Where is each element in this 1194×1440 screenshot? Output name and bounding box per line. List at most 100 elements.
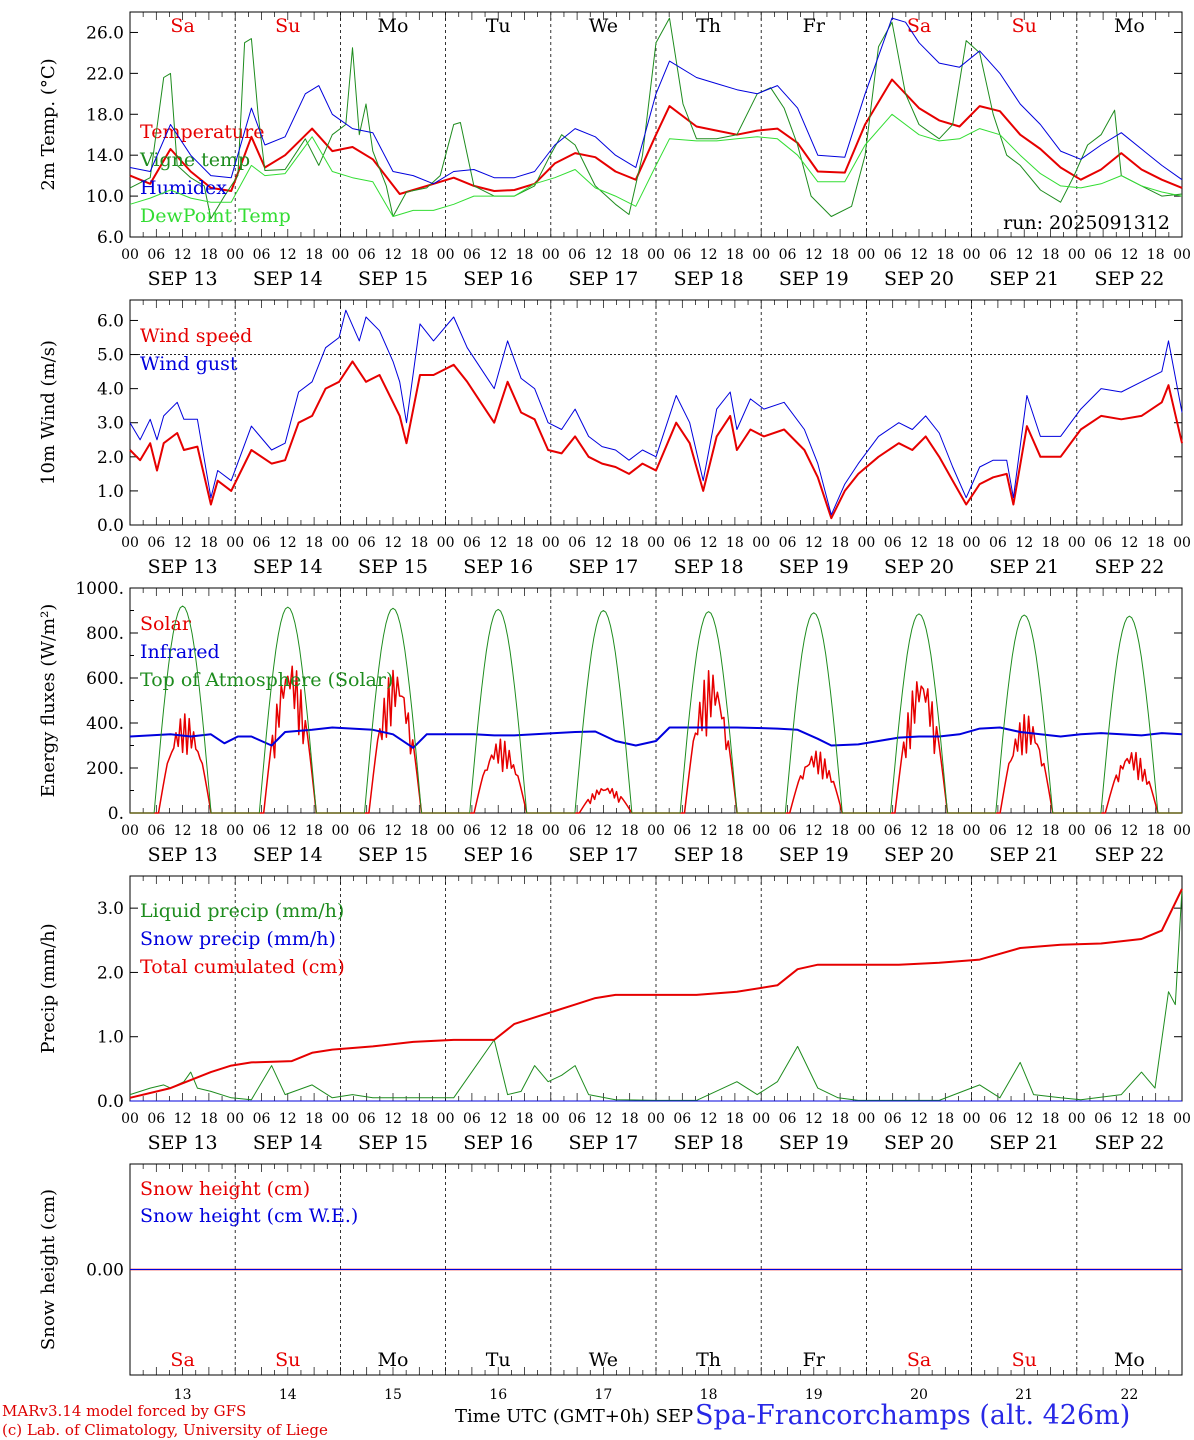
hour-tick-label: 00 xyxy=(226,1111,244,1127)
y-tick-label: 2.0 xyxy=(97,963,124,983)
hour-tick-label: 00 xyxy=(331,823,349,839)
date-label: SEP 20 xyxy=(884,1132,954,1154)
hour-tick-label: 18 xyxy=(516,1111,534,1127)
hour-tick-label: 06 xyxy=(253,823,271,839)
hour-tick-label: 00 xyxy=(121,1111,139,1127)
hour-tick-label: 00 xyxy=(542,535,560,551)
date-label: SEP 19 xyxy=(779,268,849,290)
date-label: SEP 17 xyxy=(568,556,638,578)
hour-tick-label: 00 xyxy=(226,823,244,839)
hour-tick-label: 06 xyxy=(463,823,481,839)
hour-tick-label: 06 xyxy=(568,247,586,263)
y-tick-label: 6.0 xyxy=(97,228,124,248)
date-label: SEP 21 xyxy=(989,556,1059,578)
hour-tick-label: 18 xyxy=(621,247,639,263)
legend-entry: Solar xyxy=(140,613,192,635)
hour-tick-label: 00 xyxy=(857,823,875,839)
y-tick-label: 3.0 xyxy=(97,899,124,919)
y-tick-label: 2.0 xyxy=(97,448,124,468)
hour-tick-label: 00 xyxy=(1068,823,1086,839)
hour-tick-label: 06 xyxy=(673,1111,691,1127)
series-line-vigne-temp xyxy=(129,17,1183,220)
hour-tick-label: 00 xyxy=(1173,823,1191,839)
hour-tick-label: 06 xyxy=(989,1111,1007,1127)
hour-tick-label: 12 xyxy=(384,247,402,263)
date-label: SEP 13 xyxy=(148,268,218,290)
hour-tick-label: 06 xyxy=(989,535,1007,551)
hour-tick-label: 00 xyxy=(226,247,244,263)
legend-entry: Snow height (cm W.E.) xyxy=(140,1205,358,1227)
legend-entry: Top of Atmosphere (Solar) xyxy=(140,669,393,691)
hour-tick-label: 00 xyxy=(752,247,770,263)
date-label: SEP 20 xyxy=(884,844,954,866)
hour-tick-label: 00 xyxy=(226,535,244,551)
hour-tick-label: 00 xyxy=(647,1111,665,1127)
hour-tick-label: 00 xyxy=(857,1111,875,1127)
hour-tick-label: 06 xyxy=(779,247,797,263)
legend-entry: DewPoint Temp xyxy=(140,205,291,227)
y-axis-label: 2m Temp. (°C) xyxy=(38,58,59,190)
y-tick-label: 0.0 xyxy=(97,1092,124,1112)
date-label: SEP 16 xyxy=(463,844,533,866)
y-tick-label: 400. xyxy=(86,714,124,734)
hour-tick-label: 12 xyxy=(174,247,192,263)
date-label: SEP 14 xyxy=(253,1132,323,1154)
y-tick-label: 3.0 xyxy=(97,414,124,434)
hour-tick-label: 06 xyxy=(779,535,797,551)
hour-tick-label: 00 xyxy=(1173,1111,1191,1127)
hour-tick-label: 00 xyxy=(121,247,139,263)
hour-tick-label: 12 xyxy=(1015,1111,1033,1127)
hour-tick-label: 12 xyxy=(279,535,297,551)
date-label: SEP 16 xyxy=(463,268,533,290)
hour-tick-label: 12 xyxy=(489,535,507,551)
hour-tick-label: 06 xyxy=(358,823,376,839)
weekday-label: Sa xyxy=(907,1349,931,1371)
hour-tick-label: 00 xyxy=(437,823,455,839)
hour-tick-label: 18 xyxy=(1042,823,1060,839)
weekday-label: Sa xyxy=(170,1349,194,1371)
hour-tick-label: 12 xyxy=(1015,247,1033,263)
hour-tick-label: 18 xyxy=(410,247,428,263)
legend-entry: Total cumulated (cm) xyxy=(140,956,345,978)
hour-tick-label: 06 xyxy=(1094,1111,1112,1127)
y-tick-label: 1.0 xyxy=(97,1028,124,1048)
hour-tick-label: 18 xyxy=(200,247,218,263)
date-label: SEP 14 xyxy=(253,556,323,578)
weekday-label: Fr xyxy=(803,15,826,37)
hour-tick-label: 18 xyxy=(1147,535,1165,551)
weekday-label: Sa xyxy=(170,15,194,37)
hour-tick-label: 00 xyxy=(542,247,560,263)
hour-tick-label: 12 xyxy=(805,247,823,263)
hour-tick-label: 00 xyxy=(857,535,875,551)
hour-tick-label: 00 xyxy=(1068,247,1086,263)
y-tick-label: 18.0 xyxy=(86,105,124,125)
hour-tick-label: 06 xyxy=(779,823,797,839)
hour-tick-label: 06 xyxy=(673,823,691,839)
weekday-label: Fr xyxy=(803,1349,826,1371)
hour-tick-label: 00 xyxy=(647,247,665,263)
hour-tick-label: 18 xyxy=(936,823,954,839)
hour-tick-label: 12 xyxy=(1120,535,1138,551)
hour-tick-label: 00 xyxy=(752,535,770,551)
hour-tick-label: 00 xyxy=(1173,535,1191,551)
y-tick-label: 1000. xyxy=(75,579,124,599)
series-line-liquid-precip-mm-h xyxy=(129,888,1183,1101)
hour-tick-label: 18 xyxy=(200,823,218,839)
hour-tick-label: 06 xyxy=(358,247,376,263)
day-number-label: 19 xyxy=(805,1387,823,1403)
hour-tick-label: 18 xyxy=(1042,535,1060,551)
y-tick-label: 0. xyxy=(108,804,124,824)
date-label: SEP 14 xyxy=(253,844,323,866)
day-number-label: 14 xyxy=(279,1387,297,1403)
panel-3: 0. 200. 400. 600. 800. 1000. Energy fluxes (W/… xyxy=(38,579,1191,866)
y-tick-label: 10.0 xyxy=(86,187,124,207)
hour-tick-label: 18 xyxy=(936,247,954,263)
hour-tick-label: 12 xyxy=(489,247,507,263)
date-label: SEP 21 xyxy=(989,844,1059,866)
y-axis-label: Snow height (cm) xyxy=(38,1189,59,1350)
hour-tick-label: 18 xyxy=(305,1111,323,1127)
series-line-total-cumulated-cm xyxy=(129,888,1183,1099)
hour-tick-label: 00 xyxy=(542,823,560,839)
hour-tick-label: 06 xyxy=(463,535,481,551)
hour-tick-label: 18 xyxy=(305,535,323,551)
